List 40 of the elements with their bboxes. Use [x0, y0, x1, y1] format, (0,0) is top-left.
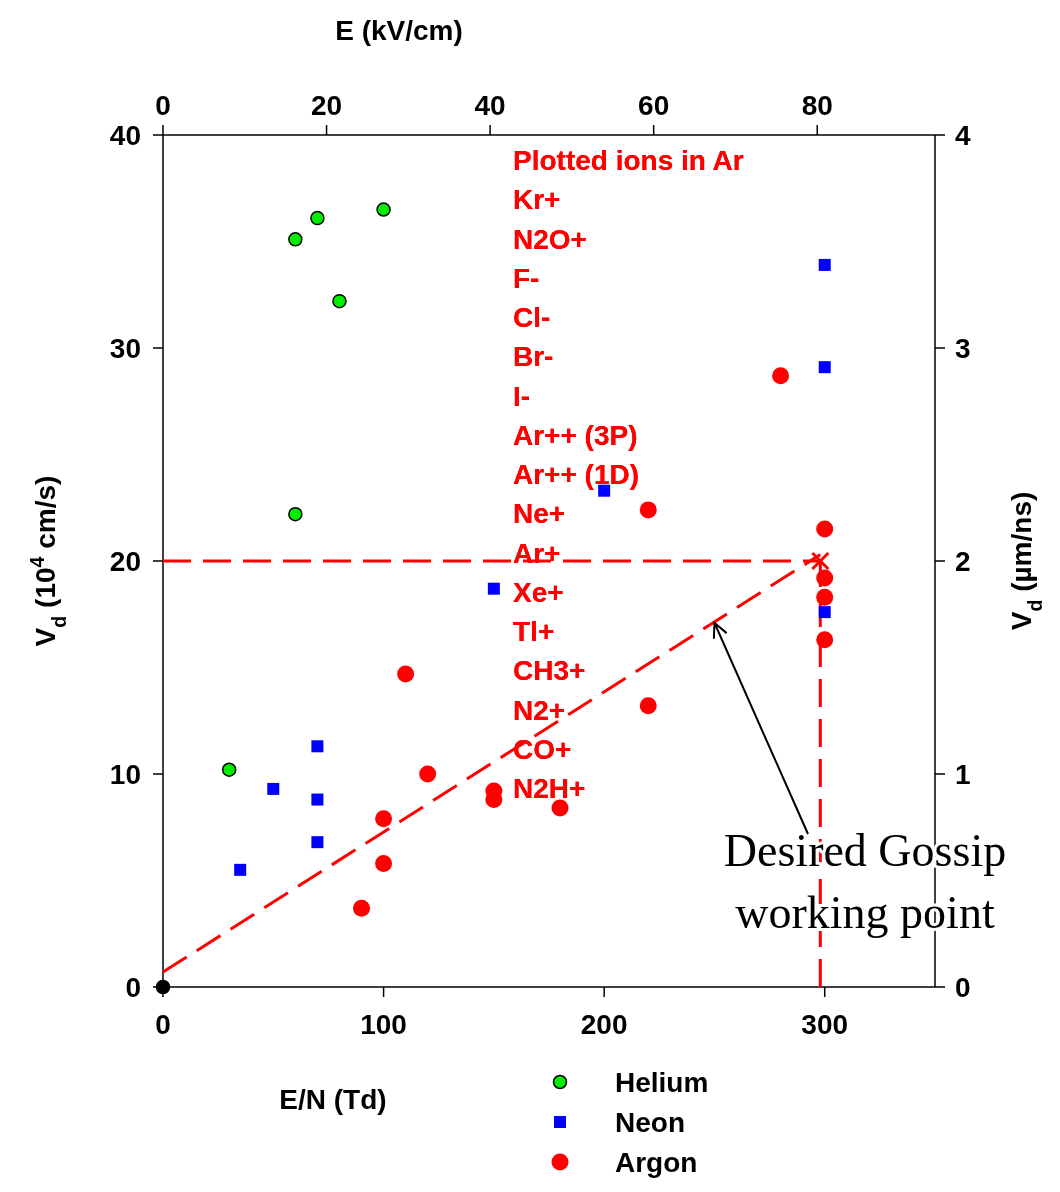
- annotation: N2O+: [513, 223, 587, 255]
- annotation: Ne+: [513, 498, 566, 530]
- annotation: I-: [513, 380, 531, 412]
- x-axis-title: E/N (Td): [279, 1084, 387, 1115]
- y-tick-label: 30: [109, 333, 141, 364]
- y-tick-label: 0: [125, 972, 141, 1003]
- annotation: Ar++ (3P): [513, 419, 638, 451]
- x2-tick-label: 20: [310, 90, 343, 121]
- annotation: Kr+: [513, 184, 561, 216]
- annotation: Xe+: [513, 576, 564, 608]
- x2-tick-label: 80: [801, 90, 833, 121]
- y-tick-label: 40: [109, 120, 141, 151]
- x2-tick-label: 40: [474, 90, 506, 121]
- y2-tick-label: 0: [955, 972, 971, 1003]
- x-tick-label: 100: [360, 1009, 407, 1040]
- y-tick-label: 20: [109, 546, 141, 577]
- x-tick-label: 0: [155, 1009, 171, 1040]
- annotation: N2H+: [513, 773, 586, 804]
- legend-label: Argon: [615, 1147, 698, 1178]
- annotation: Tl+: [513, 616, 555, 647]
- annotation: Plotted ions in Ar: [513, 145, 744, 176]
- y-tick-label: 10: [109, 759, 141, 790]
- annotation: CO+: [513, 733, 572, 765]
- y2-tick-label: 1: [955, 759, 971, 790]
- x2-tick-label: 60: [638, 90, 670, 121]
- legend-label: Neon: [615, 1107, 685, 1138]
- x-tick-label: 200: [580, 1009, 628, 1040]
- annotation: N2+: [513, 694, 566, 726]
- annotation: Ar++ (1D): [513, 459, 640, 490]
- x-tick-label: 300: [801, 1009, 849, 1040]
- x2-tick-label: 0: [155, 90, 171, 121]
- legend-label: Helium: [615, 1067, 709, 1098]
- x2-axis-title: E (kV/cm): [335, 15, 463, 46]
- y2-tick-label: 4: [955, 120, 971, 151]
- annotation: Cl-: [513, 302, 551, 333]
- annotation: CH3+: [513, 655, 586, 687]
- y2-tick-label: 2: [955, 546, 971, 577]
- annotation: F-: [513, 262, 540, 294]
- annotation: Br-: [513, 341, 554, 373]
- y2-tick-label: 3: [955, 333, 971, 364]
